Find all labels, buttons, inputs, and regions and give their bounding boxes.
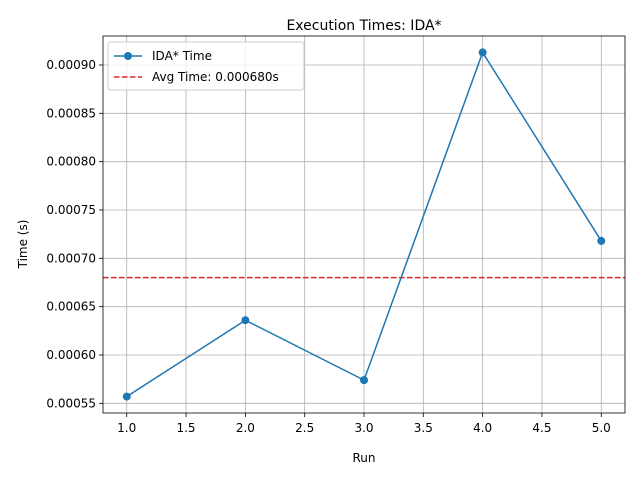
grid-lines xyxy=(103,36,625,413)
y-tick-label: 0.00055 xyxy=(46,396,96,410)
legend: IDA* Time Avg Time: 0.000680s xyxy=(107,41,305,91)
x-tick-label: 3.0 xyxy=(354,421,373,435)
legend-average-label: Avg Time: 0.000680s xyxy=(152,70,279,84)
y-tick-label: 0.00080 xyxy=(46,155,96,169)
data-point xyxy=(122,392,131,401)
x-axis-ticks: 1.0 1.5 2.0 2.5 3.0 3.5 4.0 4.5 5.0 xyxy=(117,413,611,435)
y-axis-ticks: 0.00055 0.00060 0.00065 0.00070 0.00075 0.000… xyxy=(46,58,103,410)
x-axis-label: Run xyxy=(352,451,375,465)
x-tick-label: 1.5 xyxy=(176,421,195,435)
x-tick-label: 4.0 xyxy=(473,421,492,435)
x-tick-label: 2.0 xyxy=(236,421,255,435)
y-tick-label: 0.00085 xyxy=(46,106,96,120)
data-point xyxy=(478,48,487,57)
y-tick-label: 0.00075 xyxy=(46,203,96,217)
x-tick-label: 4.5 xyxy=(532,421,551,435)
x-tick-label: 5.0 xyxy=(592,421,611,435)
x-tick-label: 2.5 xyxy=(295,421,314,435)
y-tick-label: 0.00065 xyxy=(46,300,96,314)
data-point xyxy=(597,236,606,245)
y-tick-label: 0.00060 xyxy=(46,348,96,362)
data-point xyxy=(360,376,368,385)
legend-box xyxy=(107,41,305,91)
data-point xyxy=(241,316,250,325)
x-tick-label: 1.0 xyxy=(117,421,136,435)
y-axis-label: Time (s) xyxy=(16,220,30,270)
y-tick-label: 0.00070 xyxy=(46,251,96,265)
y-tick-label: 0.00090 xyxy=(46,58,96,72)
legend-series-label: IDA* Time xyxy=(152,49,212,63)
chart-title: Execution Times: IDA* xyxy=(286,18,441,34)
x-tick-label: 3.5 xyxy=(414,421,433,435)
legend-series-marker xyxy=(124,52,132,60)
series-group xyxy=(122,48,606,401)
